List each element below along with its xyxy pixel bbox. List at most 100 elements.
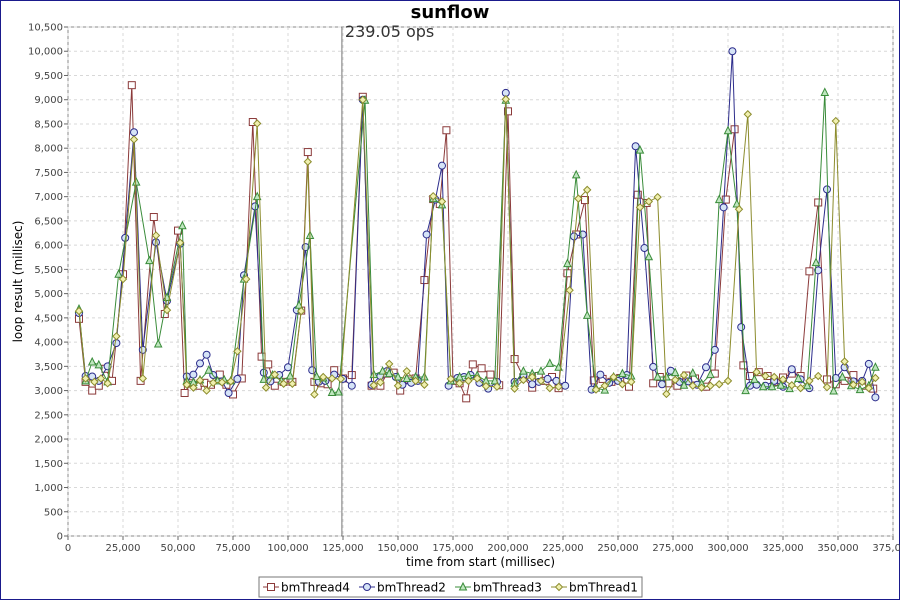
data-point (462, 394, 471, 403)
data-point (596, 370, 605, 379)
data-point (706, 381, 715, 390)
data-point (563, 258, 572, 268)
data-point (182, 380, 192, 389)
data-point (312, 371, 321, 381)
series-bmThread1 (74, 95, 880, 399)
data-point (279, 379, 288, 388)
data-point (241, 274, 251, 284)
data-point (670, 375, 680, 385)
y-tick-label: 7,500 (34, 168, 63, 179)
x-tick-label: 200,000 (487, 543, 528, 554)
data-point (114, 269, 123, 278)
y-tick-label: 9,000 (34, 95, 63, 106)
data-point (644, 197, 654, 206)
y-tick-label: 1,000 (34, 483, 63, 494)
data-point (94, 359, 104, 369)
data-point (138, 374, 148, 383)
data-point (820, 87, 830, 96)
data-point (438, 161, 446, 170)
data-point (814, 198, 823, 207)
data-point (758, 381, 768, 391)
x-tick-label: 250,000 (597, 543, 638, 554)
data-point (750, 374, 759, 383)
legend-item: bmThread3 (455, 581, 542, 595)
data-point (318, 372, 328, 382)
x-tick-label: 350,000 (817, 543, 858, 554)
data-point (477, 364, 486, 373)
data-point (767, 381, 777, 391)
data-point (658, 380, 666, 389)
data-point (468, 360, 477, 369)
data-point (384, 368, 394, 378)
data-point (662, 389, 671, 399)
y-tick-label: 8,500 (34, 119, 63, 130)
data-point (131, 177, 141, 186)
data-point (411, 376, 420, 386)
data-point (805, 376, 814, 386)
data-point (536, 366, 546, 375)
data-point (552, 376, 561, 385)
legend-swatch-marker (267, 583, 275, 591)
data-point (504, 107, 512, 116)
data-point (284, 363, 292, 372)
data-point (310, 390, 319, 399)
data-point (600, 381, 610, 390)
data-point (796, 383, 805, 393)
x-tick-label: 225,000 (542, 543, 583, 554)
data-point (814, 266, 823, 275)
data-point (823, 185, 831, 194)
data-point (303, 157, 313, 166)
data-point (96, 374, 106, 383)
data-point (752, 367, 761, 377)
y-tick-label: 6,000 (34, 241, 63, 252)
data-point (653, 371, 662, 381)
data-point (378, 366, 387, 375)
data-point (285, 370, 295, 380)
data-point (829, 385, 838, 395)
data-point (871, 393, 880, 402)
data-point (787, 381, 797, 390)
data-point (327, 374, 337, 383)
data-point (702, 363, 710, 372)
data-point (308, 366, 317, 375)
data-point (746, 372, 754, 381)
y-tick-label: 6,500 (34, 216, 63, 227)
data-point (334, 386, 343, 396)
data-point (204, 365, 214, 374)
data-point (871, 373, 880, 383)
data-point (88, 386, 97, 395)
data-point (501, 95, 511, 104)
y-tick-label: 3,500 (34, 362, 63, 373)
data-point (180, 388, 189, 397)
y-tick-label: 4,000 (34, 338, 63, 349)
data-point (270, 381, 279, 390)
data-point (536, 376, 546, 386)
data-point (805, 267, 814, 276)
data-point (864, 383, 874, 393)
data-point (787, 365, 796, 374)
y-tick-label: 5,000 (34, 289, 63, 300)
data-point (189, 383, 198, 392)
data-point (864, 359, 873, 368)
data-point (776, 380, 786, 389)
data-point (743, 110, 753, 119)
data-point (626, 377, 636, 387)
data-point (490, 375, 500, 385)
data-point (510, 355, 519, 364)
data-point (369, 381, 379, 390)
data-point (831, 116, 841, 126)
data-point (151, 231, 161, 240)
data-point (196, 359, 204, 368)
data-point (871, 362, 880, 371)
data-point (563, 269, 572, 278)
legend-swatch-marker (363, 583, 371, 591)
data-point (631, 142, 640, 151)
data-point (688, 368, 698, 377)
data-point (217, 378, 227, 387)
y-tick-label: 7,000 (34, 192, 63, 203)
y-tick-label: 4,500 (34, 313, 63, 324)
data-point (688, 381, 698, 390)
y-tick-label: 8,000 (34, 144, 63, 155)
marker-label: 239.05 ops (345, 22, 434, 41)
data-point (393, 381, 403, 390)
